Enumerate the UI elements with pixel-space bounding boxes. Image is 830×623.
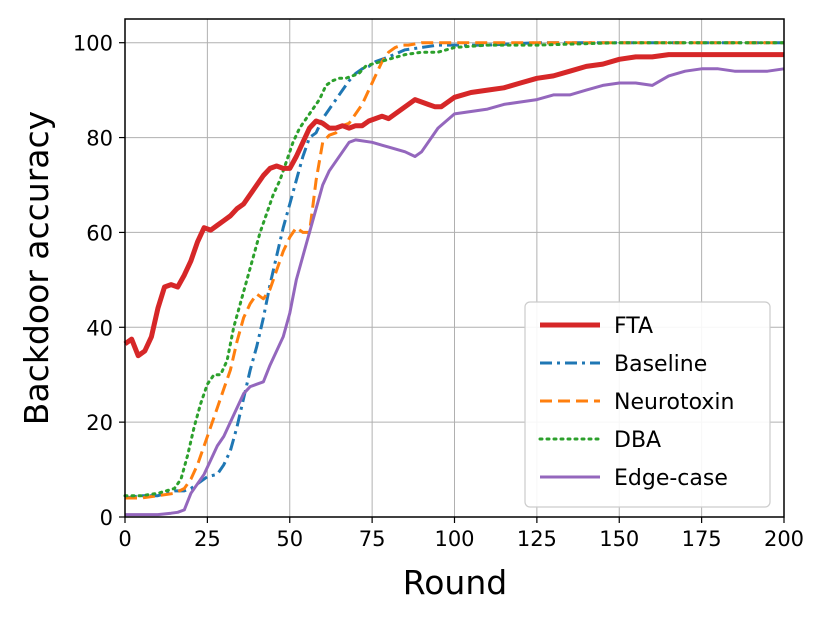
x-tick-label: 175 <box>682 527 722 551</box>
y-tick-label: 100 <box>73 32 113 56</box>
series-line-fta <box>123 52 784 359</box>
legend-label: FTA <box>614 314 653 339</box>
x-tick-label: 50 <box>276 527 303 551</box>
y-tick-label: 40 <box>86 316 113 340</box>
y-tick-label: 0 <box>100 506 113 530</box>
series-layer <box>123 41 786 517</box>
legend-label: Edge-case <box>614 466 728 491</box>
x-tick-label: 100 <box>434 527 474 551</box>
ticks: 0 25 50 75 100 125 150 175 200 0 20 40 60 80 100 <box>73 32 804 551</box>
y-tick-label: 60 <box>86 221 113 245</box>
x-tick-label: 150 <box>599 527 639 551</box>
legend-label: Baseline <box>614 352 707 377</box>
series-line-edge-case <box>125 67 785 517</box>
x-tick-label: 0 <box>118 527 131 551</box>
y-axis-title: Backdoor accuracy <box>17 111 56 425</box>
x-tick-label: 25 <box>194 527 221 551</box>
x-tick-label: 200 <box>764 527 804 551</box>
x-tick-label: 125 <box>517 527 557 551</box>
legend-frame <box>524 301 771 508</box>
legend-label: Neurotoxin <box>614 390 734 415</box>
y-tick-label: 80 <box>86 127 113 151</box>
y-tick-label: 20 <box>86 411 113 435</box>
legend: FTA Baseline Neurotoxin DBA Edge-case <box>524 301 771 508</box>
series-line-dba <box>123 41 786 498</box>
legend-label: DBA <box>614 428 661 453</box>
x-tick-label: 75 <box>359 527 386 551</box>
x-axis-title: Round <box>403 563 507 602</box>
